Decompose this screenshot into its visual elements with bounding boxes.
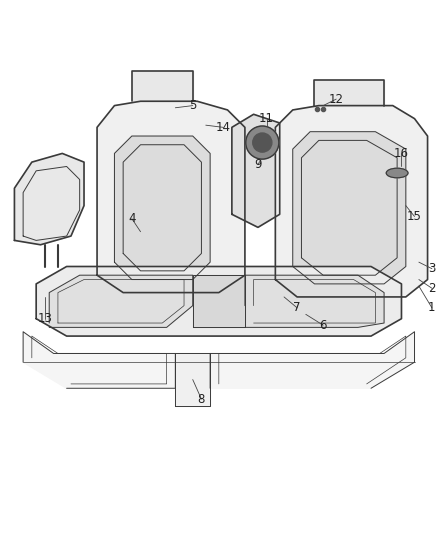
Text: 6: 6 [319, 319, 327, 332]
Text: 9: 9 [254, 158, 262, 171]
Text: 5: 5 [189, 99, 196, 112]
Polygon shape [49, 275, 193, 327]
Polygon shape [293, 132, 406, 284]
Circle shape [253, 133, 272, 152]
Text: 4: 4 [128, 212, 136, 225]
Text: 16: 16 [394, 147, 409, 160]
Polygon shape [132, 71, 193, 101]
Polygon shape [97, 101, 245, 293]
Polygon shape [114, 136, 210, 279]
Polygon shape [314, 79, 384, 106]
Polygon shape [210, 332, 414, 388]
Polygon shape [232, 114, 280, 228]
Circle shape [246, 126, 279, 159]
Polygon shape [276, 106, 427, 297]
Text: 8: 8 [198, 393, 205, 406]
Text: 14: 14 [215, 121, 231, 134]
Polygon shape [193, 275, 245, 327]
Text: 15: 15 [407, 210, 422, 223]
Polygon shape [36, 266, 402, 336]
Text: 12: 12 [329, 93, 344, 106]
Text: 2: 2 [428, 282, 436, 295]
Ellipse shape [386, 168, 408, 178]
Polygon shape [23, 332, 175, 388]
Text: 11: 11 [259, 112, 274, 125]
Text: 1: 1 [428, 301, 436, 314]
Polygon shape [245, 275, 384, 327]
Text: 3: 3 [428, 262, 436, 275]
Text: 7: 7 [293, 301, 301, 314]
Text: 13: 13 [37, 312, 52, 325]
Polygon shape [14, 154, 84, 245]
Polygon shape [175, 353, 210, 406]
